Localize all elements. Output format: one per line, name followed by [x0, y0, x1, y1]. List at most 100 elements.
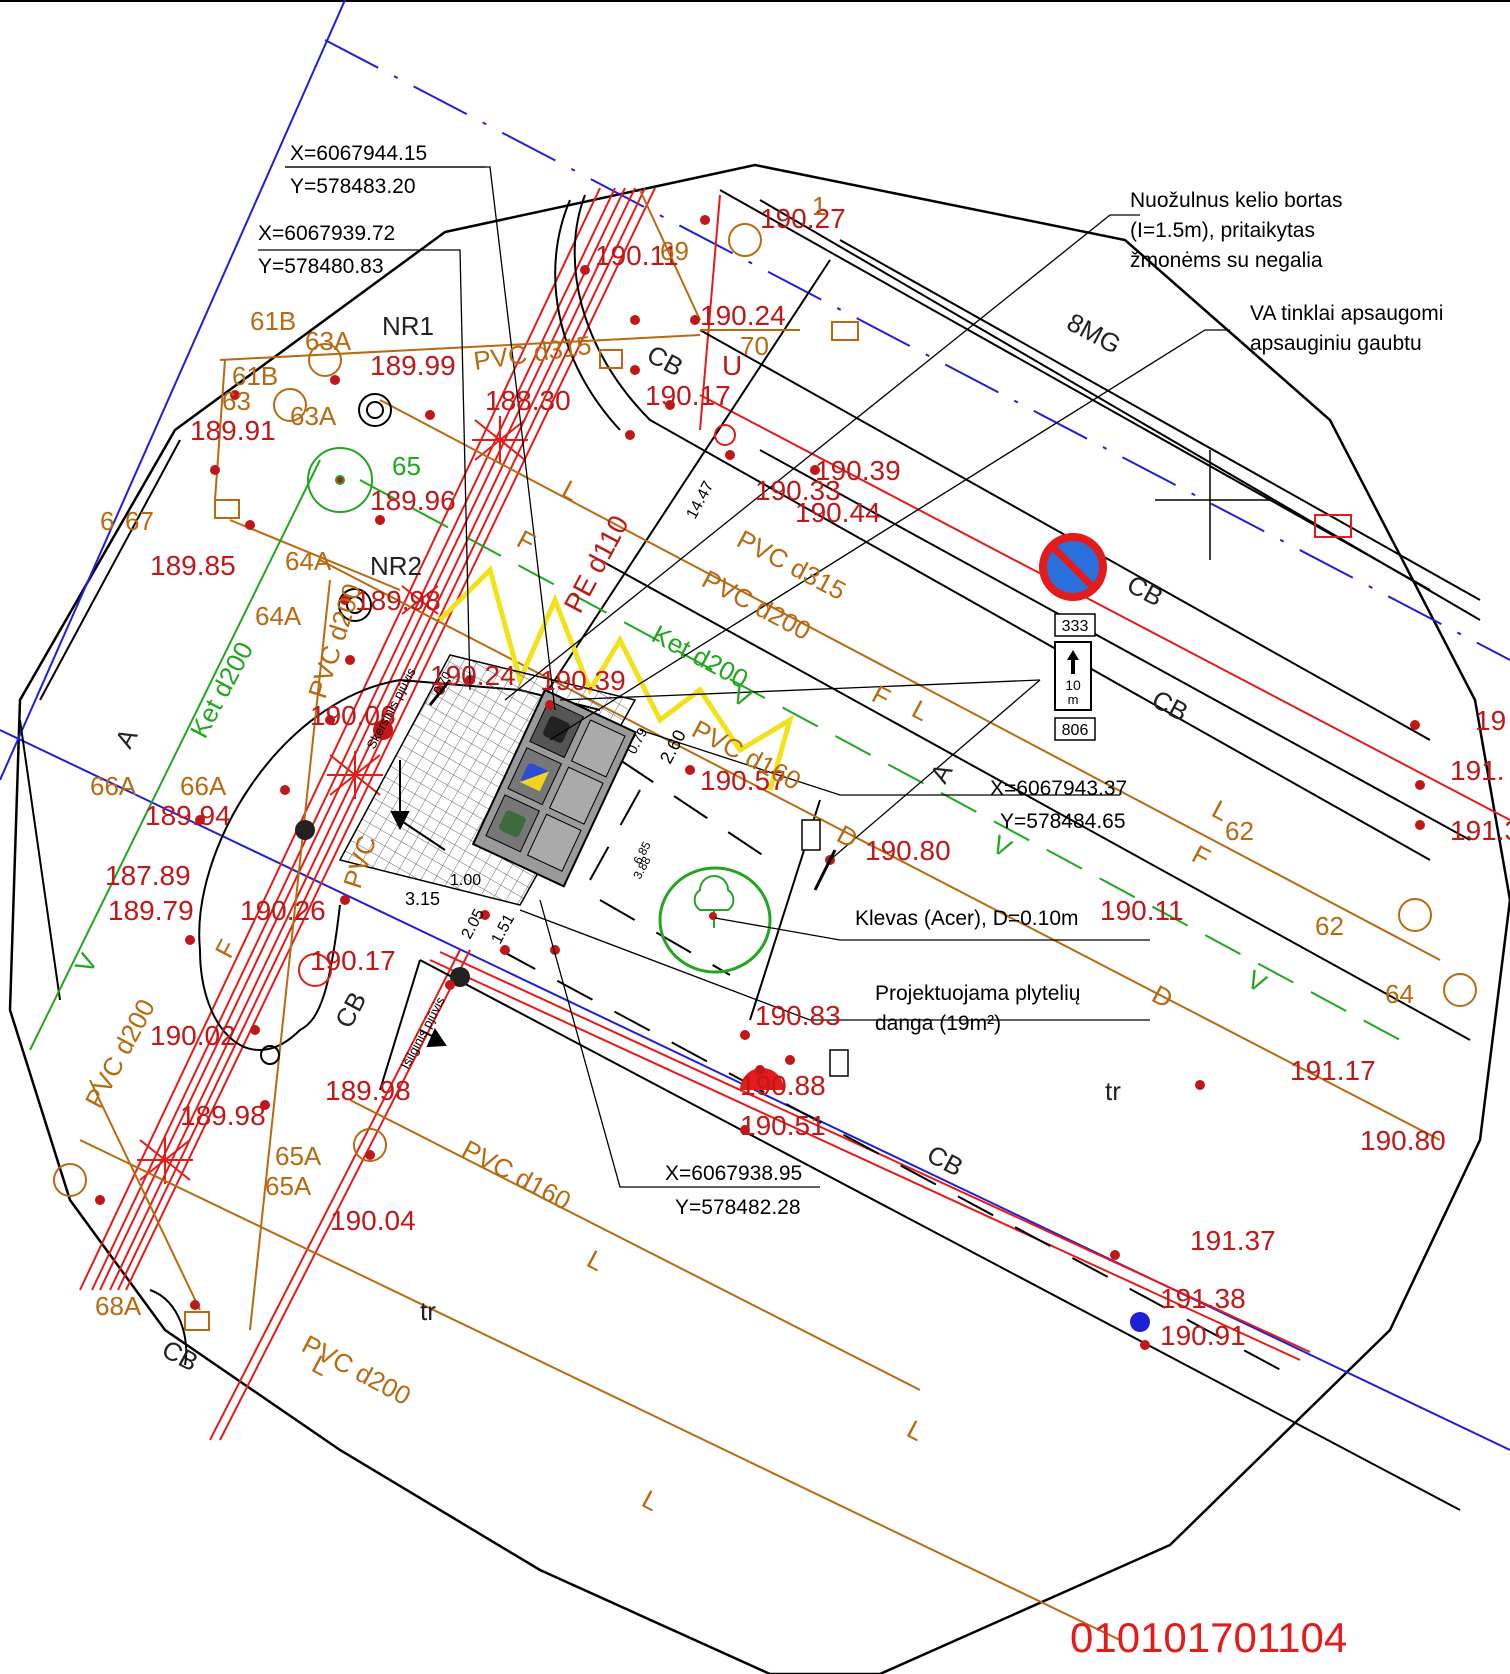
- elevation-label: 189.91: [190, 415, 276, 446]
- survey-point: [245, 520, 255, 530]
- elevation-label: 190.80: [1360, 1125, 1446, 1156]
- label-cb-2: CB: [1122, 569, 1168, 612]
- telecom-lines: [29, 459, 1401, 1051]
- label-l-4: L: [582, 1244, 609, 1277]
- dashed-road-markings: [499, 759, 1291, 1376]
- survey-point: [375, 515, 385, 525]
- label-d-2: D: [1147, 979, 1178, 1014]
- coord-2-y: Y=578480.83: [258, 255, 384, 278]
- sign-top-plate: 333: [1062, 618, 1089, 635]
- label-l-6: L: [637, 1484, 664, 1517]
- survey-point-dots: [95, 215, 1425, 1350]
- elevation-label: 190.06: [310, 700, 396, 731]
- survey-point: [340, 595, 350, 605]
- survey-point: [1140, 1340, 1150, 1350]
- survey-point: [740, 1125, 750, 1135]
- elevation-label: 189.98: [355, 585, 441, 616]
- survey-point: [785, 1055, 795, 1065]
- survey-point: [1415, 820, 1425, 830]
- elevation-label: 191.30: [1450, 815, 1510, 846]
- point-label: 67: [125, 506, 154, 536]
- elevation-label: 190.33: [755, 475, 841, 506]
- coord-3-y: Y=578484.65: [1000, 810, 1126, 833]
- survey-point: [1195, 1080, 1205, 1090]
- point-label: 61B: [250, 306, 296, 336]
- point-label: 66A: [180, 771, 227, 801]
- survey-point: [95, 1195, 105, 1205]
- point-label: 70: [740, 331, 769, 361]
- point-label: 1: [812, 191, 826, 221]
- label-pvc: PVC: [337, 832, 382, 892]
- label-tr-1: tr: [1105, 1076, 1121, 1106]
- dimension-label: 1.00: [450, 872, 481, 889]
- no-parking-sign-icon: [1039, 533, 1107, 601]
- coord-1-y: Y=578483.20: [290, 175, 416, 198]
- elevation-label: 190.17: [310, 945, 396, 976]
- elevation-label: 190.11: [1100, 895, 1184, 926]
- label-pvc-d160-a: PVC d160: [457, 1134, 576, 1216]
- note-paving-line1: Projektuojama plytelių: [875, 982, 1080, 1005]
- survey-point: [325, 715, 335, 725]
- point-label: 66A: [90, 771, 137, 801]
- survey-point: [725, 450, 735, 460]
- elevation-label: 190.57: [700, 765, 786, 796]
- point-label: 6: [100, 506, 114, 536]
- label-8mg: 8MG: [1062, 307, 1126, 360]
- survey-point: [625, 430, 635, 440]
- note-curb-line3: žmonėms su negalia: [1130, 249, 1323, 272]
- point-label: 64A: [285, 546, 332, 576]
- label-cb-5: CB: [329, 987, 372, 1033]
- red-half-circle-symbol: [740, 1068, 784, 1090]
- design-notes: Nuožulnus kelio bortas (I=1.5m), pritaik…: [855, 189, 1443, 1035]
- label-cb-4: CB: [922, 1139, 968, 1182]
- survey-point: [700, 215, 710, 225]
- note-va-line1: VA tinklai apsaugomi: [1250, 302, 1443, 325]
- survey-point: [545, 700, 555, 710]
- label-f-2: F: [867, 679, 895, 713]
- label-cb-1: CB: [642, 339, 688, 382]
- survey-point: [630, 365, 640, 375]
- yellow-zigzag-line: [438, 565, 795, 791]
- elevation-label: 190.39: [815, 455, 901, 486]
- tree-symbol: [658, 866, 772, 974]
- sign-distance-value: 10: [1065, 677, 1081, 693]
- dimension-label: 1.51: [489, 911, 519, 947]
- label-tr-2: tr: [420, 1296, 436, 1326]
- elevation-label: 19: [1475, 705, 1506, 736]
- elevation-label: 190.27: [760, 203, 846, 234]
- note-curb-line2: (I=1.5m), pritaikytas: [1130, 219, 1315, 242]
- survey-point: [345, 655, 355, 665]
- elevation-label: 190.44: [795, 497, 881, 528]
- manhole-symbols: [53, 223, 1477, 1197]
- survey-point: [810, 465, 820, 475]
- elevation-label: 188.30: [485, 385, 571, 416]
- waste-container-block: [471, 688, 637, 888]
- elevation-label: 189.85: [150, 550, 236, 581]
- label-u: U: [722, 350, 742, 381]
- label-cb-6: CB: [157, 1334, 203, 1377]
- survey-point: [630, 315, 640, 325]
- point-label: 62: [1315, 911, 1344, 941]
- elevation-label: 190.24: [430, 660, 516, 691]
- sign-plates: 333 10 m 806: [1054, 613, 1096, 741]
- elevation-label: 190.80: [865, 835, 951, 866]
- label-a-2: A: [924, 758, 959, 788]
- label-v-2: V: [987, 829, 1017, 864]
- survey-point: [365, 1150, 375, 1160]
- label-nr2: NR2: [370, 551, 422, 581]
- label-f-3: F: [1187, 839, 1215, 873]
- survey-point: [230, 390, 240, 400]
- elevation-label: 190.83: [755, 1000, 841, 1031]
- elevation-label: 190.11: [595, 240, 679, 271]
- hydrant-squares: [184, 321, 859, 1331]
- label-l-1: L: [907, 694, 934, 727]
- coord-3-x: X=6067943.37: [990, 777, 1127, 800]
- survey-point: [330, 375, 340, 385]
- label-f-4: F: [209, 935, 243, 963]
- survey-point: [1110, 1250, 1120, 1260]
- electric-cable-bundle: [79, 187, 1510, 1441]
- label-ket-d200-b: Ket d200: [184, 637, 259, 743]
- elevation-label: 190.26: [240, 895, 326, 926]
- parcel-id: 010101701104: [1070, 1614, 1347, 1661]
